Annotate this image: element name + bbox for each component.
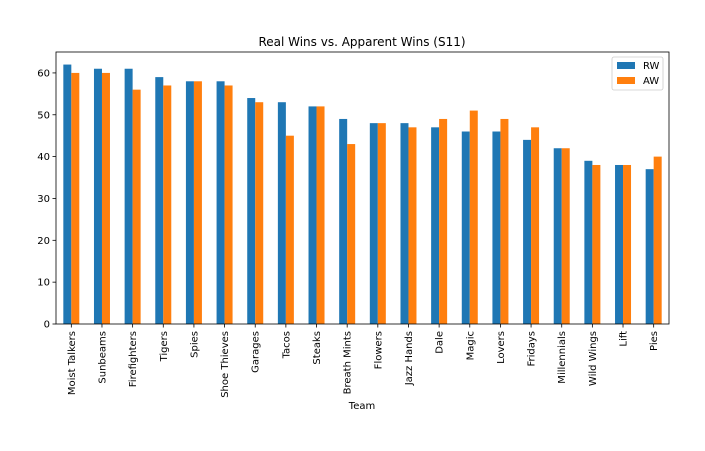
y-axis: 0 10 20 30 40 50 60	[37, 68, 56, 331]
x-tick-label: Dale	[435, 331, 446, 354]
bar-rw-4	[185, 81, 194, 325]
bar-rw-2	[124, 68, 133, 324]
bar-rw-5	[216, 81, 225, 325]
legend-swatch-aw	[617, 77, 635, 84]
legend-label-aw: AW	[643, 76, 659, 87]
x-tick-label: Tacos	[281, 331, 292, 359]
bar-rw-0	[63, 64, 72, 325]
bar-aw-3	[163, 85, 172, 324]
bar-aw-14	[500, 118, 509, 324]
bar-rw-3	[155, 77, 164, 324]
y-tick-label: 20	[37, 236, 50, 247]
bar-rw-6	[247, 98, 256, 325]
bar-rw-1	[93, 68, 102, 324]
bar-rw-7	[277, 102, 286, 324]
x-tick-label: Millennials	[557, 331, 568, 384]
x-tick-label: Sunbeams	[97, 331, 108, 384]
bars-group	[63, 64, 662, 325]
bar-rw-8	[308, 106, 317, 325]
x-tick-label: Wild Wings	[588, 331, 599, 386]
bar-aw-18	[623, 164, 632, 324]
chart-title: Real Wins vs. Apparent Wins (S11)	[258, 35, 465, 49]
bar-aw-10	[377, 123, 386, 324]
bar-aw-7	[285, 135, 294, 324]
bar-aw-13	[469, 110, 478, 324]
bar-rw-12	[431, 127, 440, 324]
x-tick-label: Jazz Hands	[404, 331, 415, 386]
x-tick-label: Lovers	[496, 331, 507, 364]
bar-rw-11	[400, 123, 409, 324]
x-tick-label: Garages	[251, 331, 262, 373]
bar-rw-13	[461, 131, 470, 324]
x-tick-label: Pies	[649, 331, 660, 351]
bar-rw-15	[523, 139, 532, 324]
x-tick-label: Steaks	[312, 331, 323, 365]
bar-aw-15	[531, 127, 540, 324]
x-tick-label: Lift	[619, 331, 630, 347]
x-axis: Moist Talkers Sunbeams Firefighters Tigers S…	[67, 324, 660, 398]
bar-aw-11	[408, 127, 417, 324]
bar-aw-0	[71, 72, 80, 324]
bar-rw-14	[492, 131, 501, 324]
bar-aw-4	[193, 81, 202, 325]
x-tick-label: Flowers	[373, 331, 384, 369]
x-axis-label: Team	[348, 401, 375, 412]
bar-aw-19	[653, 156, 662, 324]
x-tick-label: Moist Talkers	[67, 331, 78, 395]
bar-rw-17	[584, 160, 593, 324]
bar-aw-5	[224, 85, 233, 324]
bar-rw-10	[369, 123, 378, 324]
bar-rw-16	[553, 148, 562, 324]
bar-aw-6	[255, 102, 264, 324]
x-tick-label: Fridays	[527, 331, 538, 367]
y-tick-label: 30	[37, 194, 50, 205]
y-tick-label: 40	[37, 152, 50, 163]
bar-aw-17	[592, 164, 601, 324]
x-tick-label: Firefighters	[128, 331, 139, 387]
bar-aw-12	[439, 118, 448, 324]
legend: RW AW	[611, 56, 664, 91]
bar-aw-9	[347, 144, 356, 324]
plot-frame	[55, 51, 670, 325]
y-tick-label: 0	[44, 320, 50, 331]
y-tick-label: 50	[37, 110, 50, 121]
y-tick-label: 60	[37, 68, 50, 79]
bar-rw-9	[339, 118, 348, 324]
x-tick-label: Shoe Thieves	[220, 331, 231, 398]
legend-label-rw: RW	[643, 61, 660, 72]
x-tick-label: Magic	[465, 331, 476, 360]
bar-aw-16	[561, 148, 570, 324]
x-tick-label: Tigers	[159, 331, 170, 362]
bar-rw-18	[615, 164, 624, 324]
bar-aw-8	[316, 106, 325, 325]
legend-swatch-rw	[617, 62, 635, 69]
y-tick-label: 10	[37, 278, 50, 289]
bar-aw-2	[132, 89, 141, 325]
x-tick-label: Spies	[189, 331, 200, 358]
bar-rw-19	[645, 169, 654, 324]
x-tick-label: Breath Mints	[343, 331, 354, 394]
bar-aw-1	[101, 72, 110, 324]
